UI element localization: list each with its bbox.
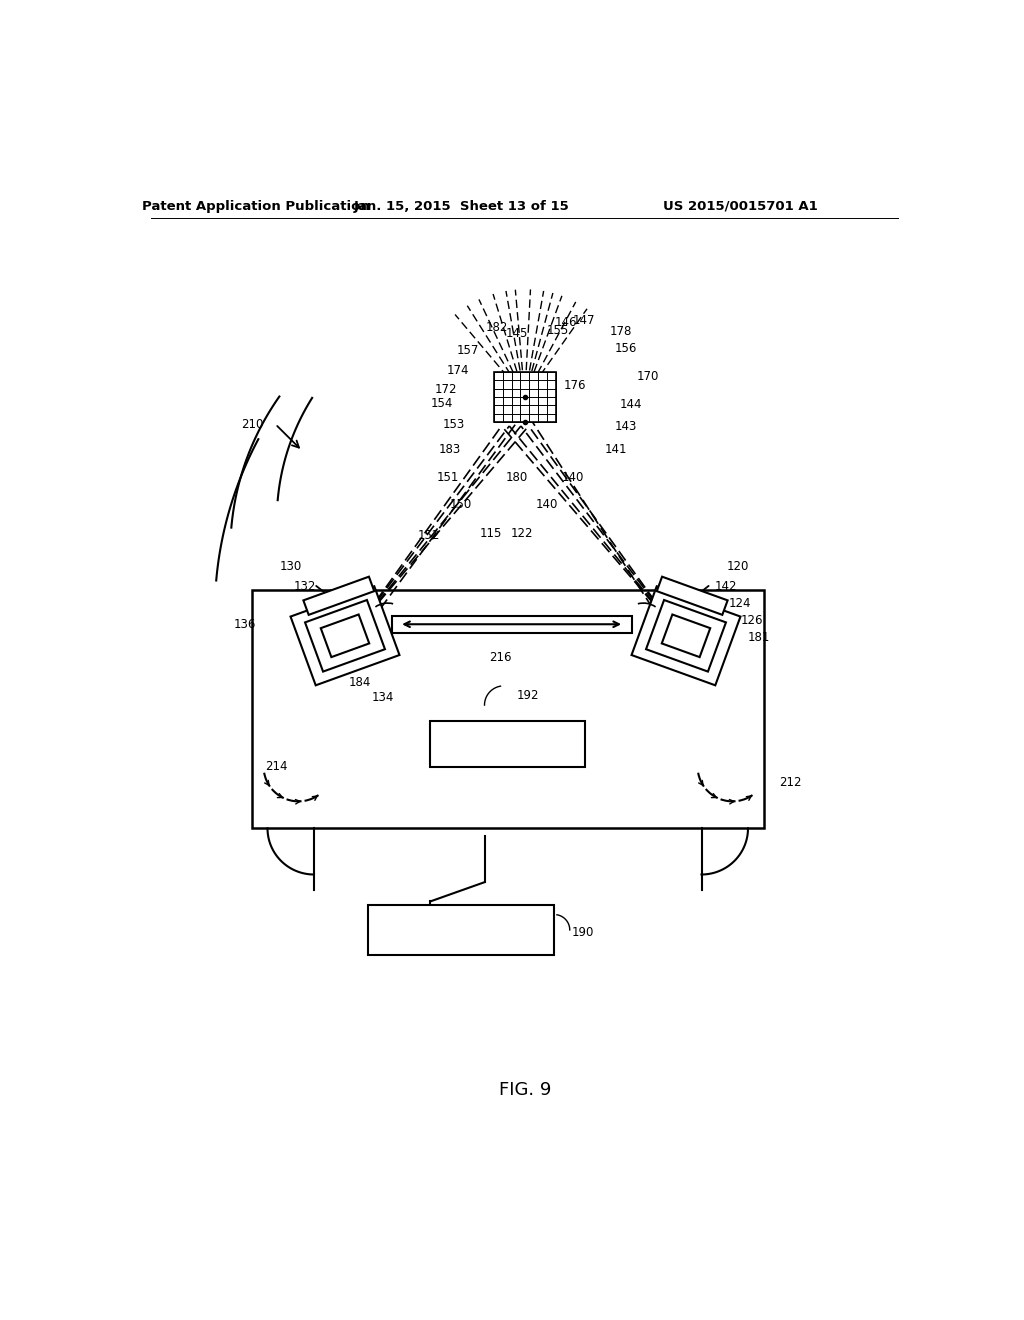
- Text: 126: 126: [740, 614, 763, 627]
- Bar: [369, 906, 554, 956]
- Text: 156: 156: [614, 342, 637, 355]
- Text: 146: 146: [555, 315, 578, 329]
- Polygon shape: [303, 577, 374, 615]
- Text: 172: 172: [435, 383, 458, 396]
- Text: 192: 192: [517, 689, 540, 702]
- Bar: [252, 590, 764, 829]
- Text: 154: 154: [431, 397, 454, 409]
- Text: 210: 210: [242, 417, 263, 430]
- Text: 142: 142: [715, 579, 737, 593]
- Polygon shape: [305, 601, 385, 672]
- Text: 190: 190: [571, 925, 594, 939]
- Text: 150: 150: [451, 499, 472, 511]
- Text: 115: 115: [479, 527, 502, 540]
- Text: 145: 145: [506, 327, 528, 341]
- Text: 170: 170: [636, 370, 658, 383]
- Text: 153: 153: [442, 417, 465, 430]
- Text: 181: 181: [748, 631, 770, 644]
- Text: 212: 212: [779, 776, 802, 788]
- Polygon shape: [632, 586, 740, 685]
- Bar: [391, 615, 632, 632]
- Text: 120: 120: [726, 560, 749, 573]
- Text: 214: 214: [265, 760, 288, 774]
- Text: 152: 152: [418, 529, 440, 543]
- Text: 180: 180: [506, 471, 528, 484]
- Text: 155: 155: [547, 325, 568, 338]
- Polygon shape: [662, 615, 711, 657]
- Text: 147: 147: [572, 314, 595, 326]
- Text: 140: 140: [536, 499, 558, 511]
- Text: 130: 130: [280, 560, 302, 573]
- Text: 176: 176: [563, 379, 586, 392]
- Bar: [494, 372, 556, 422]
- Text: 151: 151: [436, 471, 459, 484]
- Text: Patent Application Publication: Patent Application Publication: [142, 199, 370, 213]
- Text: 144: 144: [621, 399, 643, 412]
- Text: US 2015/0015701 A1: US 2015/0015701 A1: [663, 199, 817, 213]
- Text: 134: 134: [372, 690, 394, 704]
- Text: 132: 132: [294, 579, 316, 593]
- Text: 122: 122: [510, 527, 532, 540]
- Text: 183: 183: [439, 444, 461, 455]
- Text: 157: 157: [457, 345, 479, 358]
- Text: 143: 143: [614, 420, 637, 433]
- Text: Jan. 15, 2015  Sheet 13 of 15: Jan. 15, 2015 Sheet 13 of 15: [353, 199, 569, 213]
- Text: 124: 124: [729, 597, 752, 610]
- Text: 216: 216: [488, 651, 511, 664]
- Text: 141: 141: [604, 444, 627, 455]
- Text: 184: 184: [349, 676, 372, 689]
- Polygon shape: [321, 615, 370, 657]
- Text: 140: 140: [562, 471, 585, 484]
- Text: 136: 136: [233, 618, 256, 631]
- Text: FIG. 9: FIG. 9: [499, 1081, 551, 1100]
- Text: 178: 178: [610, 325, 633, 338]
- Polygon shape: [646, 601, 726, 672]
- Polygon shape: [656, 577, 728, 615]
- Bar: [430, 721, 586, 767]
- Polygon shape: [291, 586, 399, 685]
- Text: 174: 174: [446, 363, 469, 376]
- Text: 182: 182: [485, 321, 508, 334]
